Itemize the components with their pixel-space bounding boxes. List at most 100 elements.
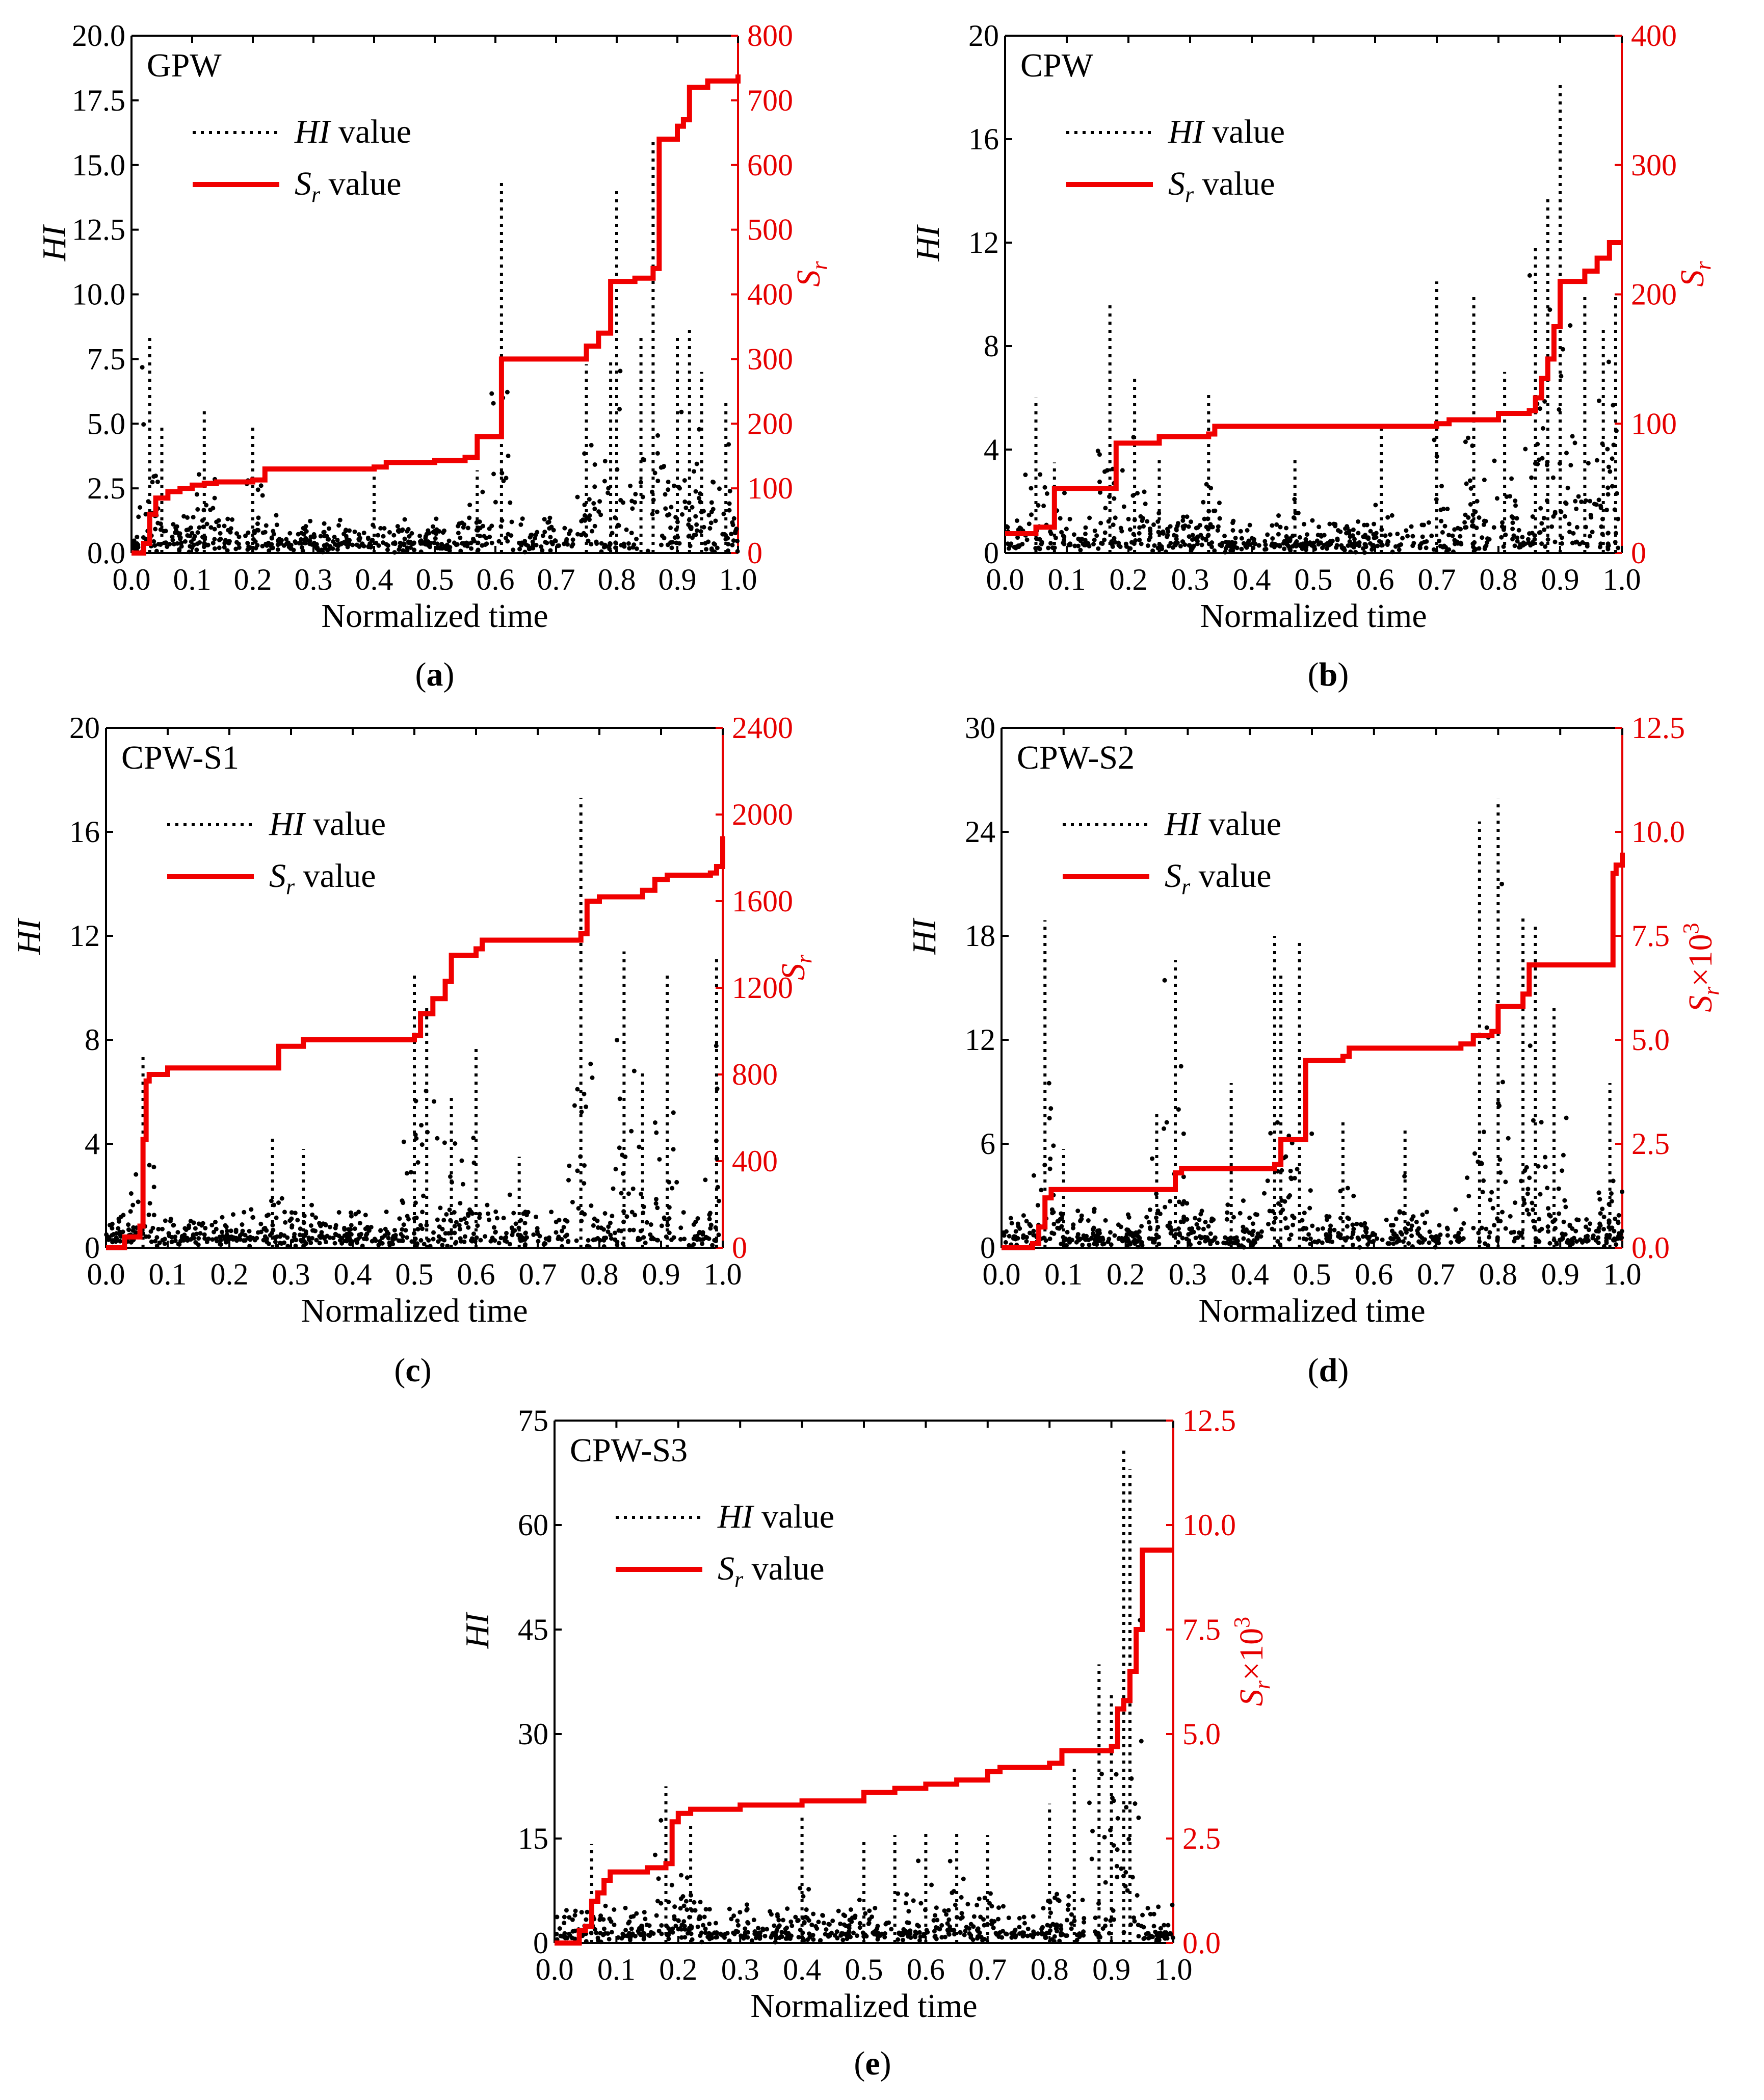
hi-dot	[1201, 1226, 1206, 1231]
hi-dot	[240, 1228, 245, 1233]
x-tick-label: 0.6	[1355, 1257, 1393, 1291]
hi-dot	[1124, 1805, 1129, 1810]
hi-dot	[1190, 1226, 1195, 1231]
hi-dot	[971, 1914, 977, 1919]
hi-dot	[1471, 1225, 1476, 1230]
hi-dot	[454, 1240, 459, 1245]
x-tick-label: 0.1	[1044, 1257, 1083, 1291]
hi-dot	[1375, 543, 1380, 548]
hi-dot	[1187, 1238, 1192, 1243]
hi-dot	[310, 1212, 315, 1217]
hi-dot	[598, 1931, 603, 1936]
y2-tick-label: 200	[747, 407, 793, 440]
x-tick-label: 0.4	[334, 1257, 372, 1291]
hi-dot	[365, 536, 371, 541]
hi-dot	[1216, 524, 1221, 529]
hi-dot	[1262, 539, 1268, 544]
hi-dot	[1543, 1154, 1548, 1160]
hi-dot	[1552, 539, 1558, 544]
caption-letter: d	[1319, 1352, 1338, 1389]
hi-dot	[1135, 491, 1140, 496]
hi-dot	[1409, 524, 1414, 529]
hi-dot	[1559, 374, 1564, 379]
hi-dot	[804, 1907, 809, 1912]
legend-hi-label: HI value	[1164, 805, 1281, 843]
hi-dot	[562, 1921, 567, 1926]
hi-dot	[240, 1222, 245, 1227]
hi-dot	[1350, 1231, 1355, 1237]
hi-dot	[602, 479, 607, 484]
hi-dot	[236, 545, 242, 550]
hi-dot	[703, 1930, 708, 1935]
hi-dot	[356, 532, 361, 537]
hi-dot	[1186, 524, 1191, 529]
hi-dot	[1492, 1223, 1497, 1228]
hi-dot	[785, 1906, 790, 1911]
hi-dot	[363, 1232, 368, 1238]
hi-dot	[1041, 1906, 1046, 1911]
hi-dot	[168, 1219, 173, 1224]
hi-dot	[1536, 1164, 1541, 1169]
y2-axis-title: Sr	[775, 954, 817, 980]
hi-dot	[594, 539, 599, 544]
hi-dot	[1208, 1231, 1213, 1236]
hi-dot	[1511, 533, 1516, 538]
hi-dot	[1601, 1227, 1607, 1232]
hi-dot	[671, 1235, 676, 1240]
hi-dot	[151, 539, 156, 544]
hi-dot	[233, 1227, 239, 1232]
hi-dot	[406, 539, 411, 544]
hi-dot	[669, 505, 674, 510]
hi-dot	[1092, 1209, 1097, 1214]
hi-dot	[712, 541, 717, 546]
hi-dot	[1374, 535, 1379, 540]
hi-dot	[1292, 497, 1297, 502]
hi-dot	[183, 1227, 189, 1232]
hi-dot	[715, 545, 720, 550]
hi-dot	[570, 1917, 575, 1922]
hi-dot	[1145, 1906, 1150, 1911]
hi-dot	[931, 1918, 936, 1923]
legend-label-sub: r	[311, 182, 321, 207]
hi-dot	[873, 1906, 878, 1911]
hi-dot	[353, 1238, 358, 1243]
hi-dot	[1182, 523, 1188, 528]
hi-dot	[1178, 1219, 1183, 1224]
hi-dot	[508, 500, 513, 505]
hi-dot	[1092, 537, 1097, 542]
hi-dot	[1531, 1118, 1536, 1123]
hi-dot	[444, 1212, 449, 1217]
hi-dot	[564, 537, 569, 542]
hi-dot	[801, 1894, 806, 1899]
hi-dot	[308, 534, 313, 539]
hi-dot	[191, 542, 196, 547]
hi-dot	[1476, 1230, 1481, 1236]
x-tick-label: 0.9	[1541, 563, 1579, 596]
hi-dot	[1513, 1200, 1518, 1205]
hi-dot	[579, 518, 584, 523]
hi-dot	[1065, 1907, 1070, 1912]
hi-dot	[601, 1236, 607, 1241]
hi-dot	[700, 1241, 705, 1246]
hi-dot	[194, 547, 199, 553]
hi-dot	[1001, 1904, 1006, 1909]
hi-dot	[598, 1913, 603, 1919]
y-tick-label: 7.5	[87, 342, 125, 376]
hi-dot	[1193, 1236, 1198, 1241]
hi-dot	[659, 542, 664, 547]
hi-dot	[1145, 519, 1150, 524]
hi-dot	[1525, 537, 1531, 542]
x-tick-label: 0.3	[721, 1953, 759, 1986]
hi-dot	[816, 1920, 821, 1925]
hi-dot	[753, 1935, 758, 1940]
hi-dot	[430, 524, 435, 529]
hi-dot	[1039, 1930, 1044, 1935]
hi-dot	[1147, 1236, 1152, 1241]
hi-dot	[1290, 1213, 1295, 1218]
hi-dot	[256, 528, 261, 533]
hi-dot	[665, 542, 670, 547]
hi-dot	[1199, 542, 1204, 547]
hi-dot	[1545, 537, 1550, 542]
hi-dot	[636, 1238, 641, 1243]
hi-dot	[1417, 545, 1423, 550]
